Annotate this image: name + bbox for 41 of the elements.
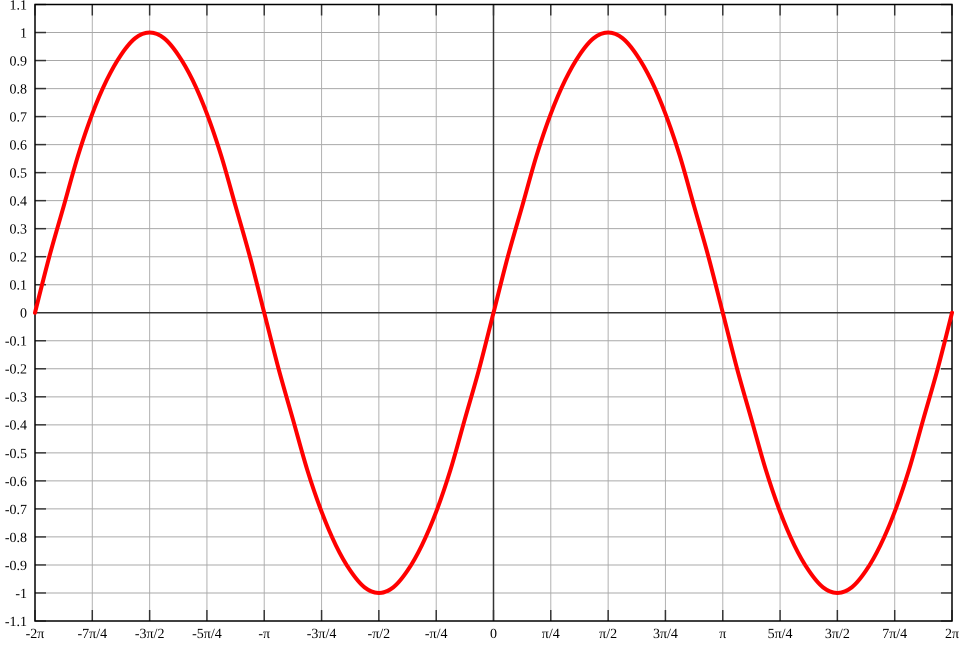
x-tick-label: 3π/2 xyxy=(824,627,850,642)
y-tick-label: 0.2 xyxy=(10,250,27,266)
y-tick-label: 0.4 xyxy=(10,194,27,210)
y-tick-label: -0.7 xyxy=(4,502,27,518)
y-tick-label: -1 xyxy=(15,586,27,602)
y-tick-label: 0.9 xyxy=(10,54,27,70)
y-tick-label: -0.8 xyxy=(4,530,27,546)
y-tick-label: -0.5 xyxy=(4,446,27,462)
y-tick-label: 1 xyxy=(20,26,27,42)
x-tick-label: -π/4 xyxy=(424,627,448,642)
y-tick-label: 0 xyxy=(20,306,27,322)
y-tick-label: 0.5 xyxy=(10,166,27,182)
x-tick-label: -5π/4 xyxy=(192,627,222,642)
x-tick-label: 5π/4 xyxy=(768,627,793,642)
y-tick-label: -0.3 xyxy=(4,390,27,406)
y-tick-label: 0.6 xyxy=(10,138,27,154)
x-tick-label: -3π/2 xyxy=(134,627,164,642)
y-tick-label: 1.1 xyxy=(10,0,27,14)
x-tick-label: -3π/4 xyxy=(306,627,336,642)
x-tick-label: -2π xyxy=(26,627,44,642)
x-tick-label: 7π/4 xyxy=(882,627,908,642)
y-tick-label: 0.3 xyxy=(10,222,27,238)
x-tick-label: -7π/4 xyxy=(77,627,108,642)
y-tick-label: -1.1 xyxy=(4,614,27,630)
y-tick-label: -0.6 xyxy=(4,474,27,490)
x-tick-label: π xyxy=(719,627,726,642)
x-tick-label: π/2 xyxy=(599,627,618,642)
x-tick-label: 0 xyxy=(490,627,497,642)
x-tick-label: -π xyxy=(258,627,270,642)
y-tick-label: -0.9 xyxy=(4,558,27,574)
y-tick-label: 0.7 xyxy=(10,110,27,126)
x-tick-label: 3π/4 xyxy=(652,627,678,642)
y-tick-label: 0.8 xyxy=(10,82,27,98)
x-tick-label: -π/2 xyxy=(368,627,390,642)
y-tick-label: -0.4 xyxy=(4,418,27,434)
y-tick-label: -0.1 xyxy=(4,334,27,350)
y-tick-label: 0.1 xyxy=(10,278,27,294)
y-tick-label: -0.2 xyxy=(4,362,27,378)
x-tick-label: π/4 xyxy=(542,627,560,642)
line-series xyxy=(33,30,954,595)
x-tick-label: 2π xyxy=(944,627,960,642)
